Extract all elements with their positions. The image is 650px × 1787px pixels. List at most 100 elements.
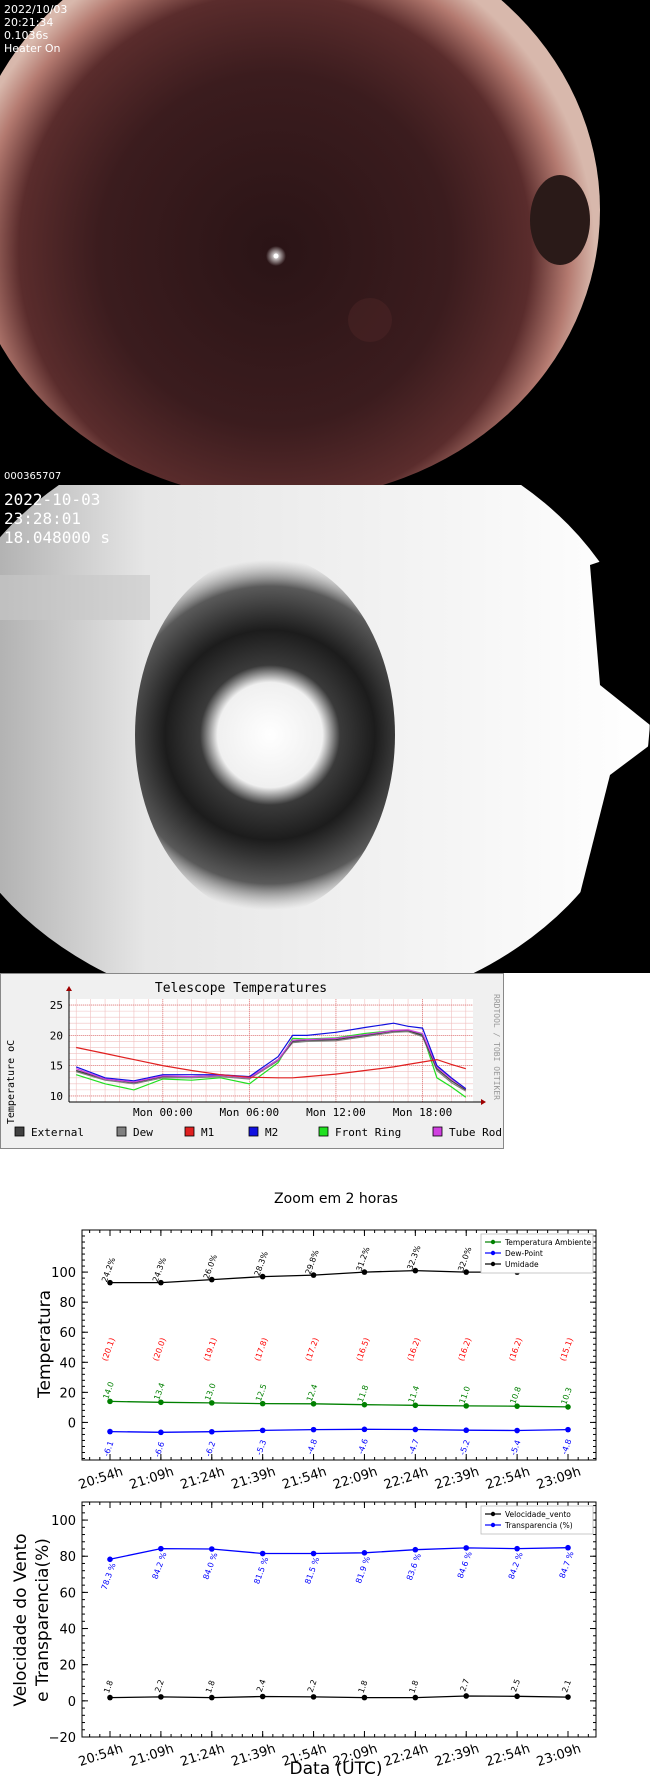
series-point	[565, 1544, 571, 1551]
camera1-frame-id: 000365707	[4, 471, 62, 482]
data-label: 11.8	[356, 1384, 371, 1404]
data-label: -6.6	[153, 1441, 167, 1459]
ytick-label: 80	[59, 1550, 76, 1565]
telescope-ytick-label: 15	[50, 1060, 63, 1073]
legend-label: Front Ring	[335, 1126, 401, 1139]
legend-label: Dew	[133, 1126, 153, 1139]
data-label: 2.5	[509, 1678, 522, 1693]
data-label: 28.3%	[253, 1250, 270, 1277]
series-point	[259, 1273, 266, 1280]
data-label: -5.2	[458, 1439, 472, 1457]
data-label: 78.3 %	[100, 1561, 118, 1591]
series-point	[565, 1694, 571, 1700]
xtick-label: 23:09h	[535, 1741, 583, 1769]
red-label: (17.8)	[253, 1337, 270, 1363]
data-label: 81.5 %	[252, 1556, 270, 1586]
legend-box	[480, 1505, 594, 1535]
series-point	[463, 1403, 470, 1409]
series-point	[514, 1693, 520, 1700]
series-point	[158, 1694, 164, 1700]
series-point	[514, 1427, 520, 1434]
series-point	[158, 1279, 164, 1286]
telescope-chart-svg: Telescope Temperatures Temperature oC RR…	[6, 981, 502, 1139]
ytick-label: 40	[59, 1623, 76, 1638]
data-label: -6.2	[204, 1440, 218, 1458]
ytick-label: 80	[59, 1296, 76, 1311]
data-label: -4.8	[305, 1438, 319, 1456]
series-line-temperatura-ambiente	[109, 1400, 569, 1408]
camera1-info-overlay: 2022/10/03 20:21:34 0.1036s Heater On	[4, 3, 67, 55]
series-point	[310, 1550, 317, 1557]
xtick-label: 22:39h	[433, 1741, 481, 1769]
camera1-time: 20:21:34	[4, 16, 54, 29]
xtick-label: 22:24h	[382, 1464, 430, 1492]
series-point	[208, 1694, 215, 1701]
series-point	[259, 1400, 266, 1407]
series-point	[514, 1545, 520, 1552]
camera2-time: 23:28:01	[4, 509, 82, 528]
xtick-label: 23:09h	[535, 1464, 583, 1492]
camera2-date: 2022-10-03	[4, 490, 101, 509]
xtick-label: 21:54h	[280, 1464, 328, 1492]
data-label: 84.6 %	[456, 1550, 474, 1580]
series-point	[107, 1694, 113, 1701]
xtick-label: 22:24h	[382, 1741, 430, 1769]
data-label: 13.0	[203, 1382, 218, 1402]
data-label: 1.8	[357, 1679, 370, 1694]
data-label: 32.3%	[405, 1244, 422, 1271]
temperature-chart: 100 80 60 40 20 0 20:54h 21:09h 21:24h 21:39h 21:5…	[51, 1229, 597, 1493]
series-point	[208, 1276, 215, 1283]
data-label: 29.8%	[304, 1248, 321, 1275]
ytick-label: 100	[51, 1514, 76, 1529]
telescope-xtick-label: Mon 00:00	[133, 1106, 193, 1119]
xtick-label: 21:24h	[179, 1464, 227, 1492]
ytick-label: −20	[49, 1731, 76, 1746]
telescope-chart-legend: External Dew M1 M2 Front Ring Tube Rod	[14, 1126, 502, 1139]
data-label: 24.3%	[151, 1256, 168, 1283]
data-label: 84.7 %	[558, 1550, 576, 1580]
telescope-xtick-label: Mon 06:00	[220, 1106, 280, 1119]
legend-swatch-m1	[184, 1126, 195, 1137]
telescope-chart-lines	[75, 1022, 467, 1098]
series-point	[107, 1279, 113, 1286]
series-point	[310, 1400, 317, 1407]
telescope-series-m1	[76, 1046, 466, 1079]
weather-zoom-charts: Zoom em 2 horas Temperatura Velocidade d…	[0, 1186, 650, 1783]
series-point	[310, 1694, 317, 1700]
telescope-xtick-label: Mon 18:00	[393, 1106, 453, 1119]
xtick-label: 20:54h	[77, 1741, 125, 1769]
legend-marker	[490, 1239, 496, 1245]
series-line-dew-point	[109, 1428, 569, 1433]
red-label: (16.2)	[406, 1337, 423, 1363]
ytick-label: 60	[59, 1586, 76, 1601]
wind-chart-ylabel-line2: e Transparencia(%)	[33, 1538, 53, 1702]
plot-frame	[81, 1229, 597, 1461]
data-label: 14.0	[101, 1381, 116, 1401]
weather-charts-svg: Zoom em 2 horas Temperatura Velocidade d…	[11, 1191, 597, 1779]
red-label: (15.1)	[558, 1337, 575, 1363]
red-label: (19.1)	[202, 1337, 219, 1363]
series-point	[514, 1403, 520, 1409]
telescope-series-external	[76, 1029, 467, 1091]
data-label: 84.2 %	[151, 1551, 169, 1581]
data-label: -4.6	[356, 1438, 370, 1456]
series-line-transparencia-	[109, 1547, 569, 1560]
telescope-chart-grid	[66, 986, 486, 1105]
temperature-chart-ylabel: Temperatura	[35, 1290, 55, 1399]
data-label: 83.6 %	[405, 1552, 423, 1582]
series-point	[310, 1426, 317, 1433]
telescope-chart-title: Telescope Temperatures	[155, 981, 327, 996]
legend-marker	[490, 1250, 496, 1256]
ytick-label: 20	[59, 1659, 76, 1674]
series-line-velocidade-vento	[109, 1695, 569, 1699]
series-point	[463, 1269, 470, 1275]
series-point	[259, 1693, 266, 1700]
camera2-info-overlay: 2022-10-03 23:28:01 18.048000 s	[4, 490, 110, 547]
ytick-label: 40	[59, 1356, 76, 1371]
data-label: 12.5	[254, 1383, 269, 1403]
data-label: 2.7	[458, 1678, 471, 1693]
series-point	[208, 1546, 215, 1552]
ytick-label: 20	[59, 1386, 76, 1401]
grayscale-fisheye-view	[0, 485, 650, 973]
